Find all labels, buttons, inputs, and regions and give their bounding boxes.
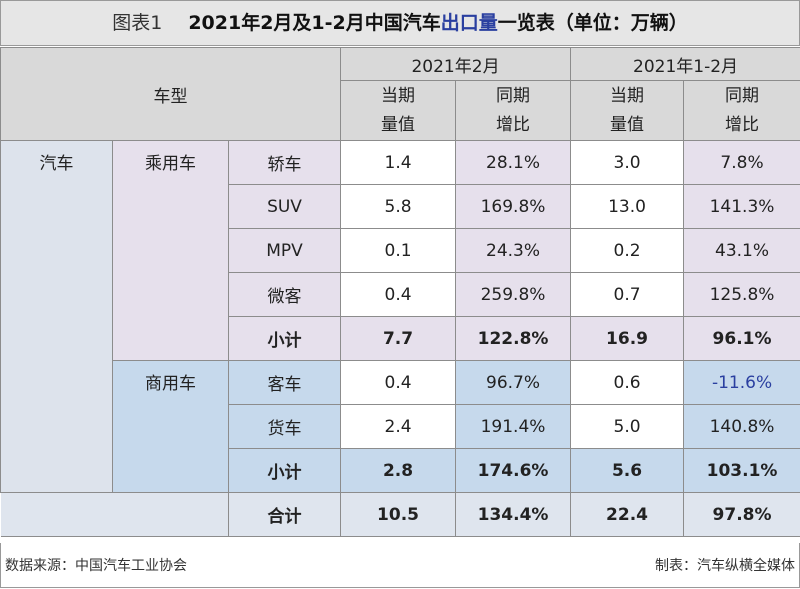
table-row: SUV 5.8 169.8% 13.0 141.3% <box>1 184 800 229</box>
pct-cell: 103.1% <box>683 448 800 493</box>
pct-cell: 97.8% <box>683 492 800 537</box>
table-row: 微客 0.4 259.8% 0.7 125.8% <box>1 272 800 317</box>
value-cell: 2.8 <box>340 448 457 493</box>
pct-cell: 140.8% <box>683 404 800 449</box>
table-row: 汽车 乘用车 轿车 1.4 28.1% 3.0 7.8% <box>0 140 800 493</box>
pct-cell: 169.8% <box>455 184 572 229</box>
pct-cell: 191.4% <box>455 404 572 449</box>
table-row: MPV 0.1 24.3% 0.2 43.1% <box>1 228 800 273</box>
pct-cell: 259.8% <box>455 272 572 317</box>
title-text-end: 一览表（单位：万辆） <box>497 12 688 34</box>
header-current: 当期 量值 <box>340 80 457 141</box>
footer: 数据来源：中国汽车工业协会 制表：汽车纵横全媒体 <box>0 543 800 588</box>
pct-cell: 28.1% <box>455 140 572 185</box>
maker-note: 制表：汽车纵横全媒体 <box>655 558 795 574</box>
pct-cell: -11.6% <box>683 360 800 405</box>
value-cell: 16.9 <box>570 316 685 361</box>
passenger-label: 乘用车 <box>112 140 229 361</box>
model-cell: 合计 <box>227 492 342 537</box>
header-yoy: 同期 增比 <box>683 80 800 141</box>
subtotal-row: 小计 7.7 122.8% 16.9 96.1% <box>1 316 800 361</box>
model-cell: 小计 <box>227 448 342 493</box>
value-cell: 13.0 <box>570 184 685 229</box>
model-cell: MPV <box>227 228 342 273</box>
model-cell: 货车 <box>227 404 342 449</box>
source-note: 数据来源：中国汽车工业协会 <box>5 558 187 574</box>
model-cell: 微客 <box>227 272 342 317</box>
value-cell: 7.7 <box>340 316 457 361</box>
pct-cell: 122.8% <box>455 316 572 361</box>
pct-cell: 134.4% <box>455 492 572 537</box>
value-cell: 0.2 <box>570 228 685 273</box>
value-cell: 1.4 <box>340 140 457 185</box>
value-cell: 22.4 <box>570 492 685 537</box>
table-row: 商用车 客车 0.4 96.7% 0.6 -11.6% <box>1 360 800 493</box>
pct-cell: 96.1% <box>683 316 800 361</box>
total-row: 合计 10.5 134.4% 22.4 97.8% <box>0 492 800 537</box>
subtotal-row: 小计 2.8 174.6% 5.6 103.1% <box>1 448 800 493</box>
pct-cell: 141.3% <box>683 184 800 229</box>
model-cell: 轿车 <box>227 140 342 185</box>
pct-cell: 43.1% <box>683 228 800 273</box>
pct-cell: 125.8% <box>683 272 800 317</box>
value-cell: 5.0 <box>570 404 685 449</box>
model-cell: 客车 <box>227 360 342 405</box>
pct-cell: 96.7% <box>455 360 572 405</box>
value-cell: 2.4 <box>340 404 457 449</box>
export-table: 车型 2021年2月 2021年1-2月 当期 量值 同期 增比 当期 量值 同… <box>0 47 800 537</box>
title-text: 2021年2月及1-2月中国汽车 <box>188 12 441 34</box>
pct-cell: 7.8% <box>683 140 800 185</box>
header-yoy: 同期 增比 <box>455 80 572 141</box>
value-cell: 0.1 <box>340 228 457 273</box>
header-period2: 2021年1-2月 <box>570 47 800 81</box>
value-cell: 0.7 <box>570 272 685 317</box>
pct-cell: 24.3% <box>455 228 572 273</box>
value-cell: 0.4 <box>340 272 457 317</box>
model-cell: SUV <box>227 184 342 229</box>
table-row: 货车 2.4 191.4% 5.0 140.8% <box>1 404 800 449</box>
title-highlight: 出口量 <box>440 12 498 34</box>
value-cell: 5.6 <box>570 448 685 493</box>
value-cell: 0.4 <box>340 360 457 405</box>
value-cell: 5.8 <box>340 184 457 229</box>
figure-label: 图表1 <box>112 12 163 34</box>
total-blank <box>0 492 229 537</box>
value-cell: 0.6 <box>570 360 685 405</box>
header-current: 当期 量值 <box>570 80 685 141</box>
pct-cell: 174.6% <box>455 448 572 493</box>
model-cell: 小计 <box>227 316 342 361</box>
header-period1: 2021年2月 <box>340 47 572 81</box>
category-cell: 汽车 <box>0 140 113 493</box>
value-cell: 10.5 <box>340 492 457 537</box>
header-type: 车型 <box>0 47 342 141</box>
table-title: 图表1 2021年2月及1-2月中国汽车出口量一览表（单位：万辆） <box>0 0 800 46</box>
value-cell: 3.0 <box>570 140 685 185</box>
commercial-label: 商用车 <box>112 360 229 493</box>
